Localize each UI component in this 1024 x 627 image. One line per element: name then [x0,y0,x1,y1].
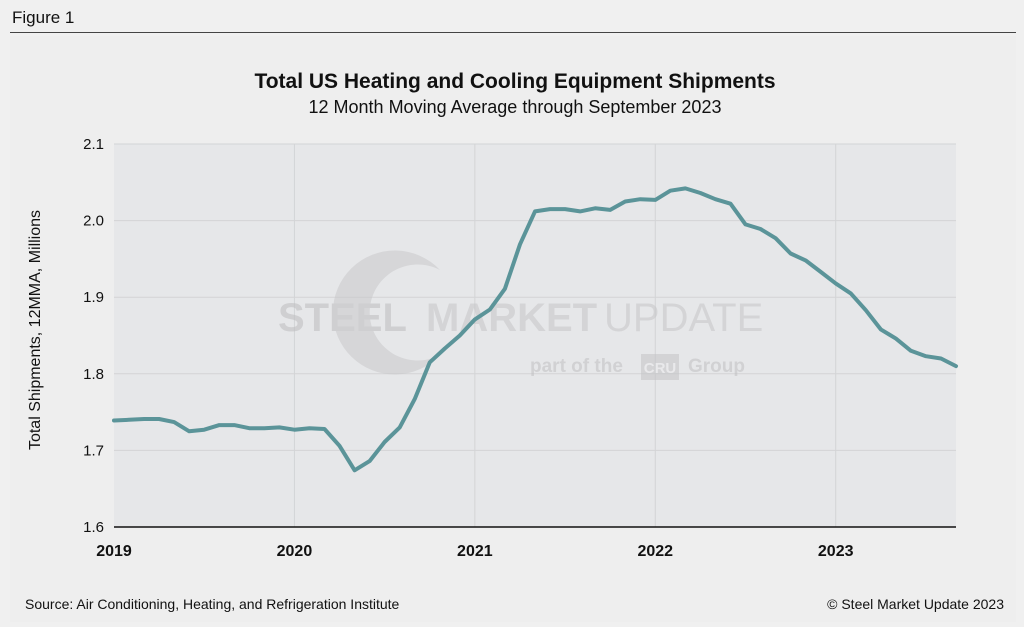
data-point [924,355,928,358]
data-point [413,397,416,401]
data-point [714,198,717,201]
data-point [954,364,958,368]
data-point [308,427,311,430]
data-point [744,223,747,226]
data-point [518,243,522,246]
data-point [789,252,792,255]
watermark: STEEL MARKET UPDATE part of the CRU Grou… [278,250,763,380]
data-point [819,270,822,274]
watermark-brand-3: UPDATE [604,296,763,340]
data-point [894,337,898,340]
data-points [112,187,958,472]
y-tick-label: 2.0 [83,213,104,230]
data-point [804,259,807,262]
chart-title: Total US Heating and Cooling Equipment S… [254,70,775,93]
watermark-cru-text: CRU [644,360,677,377]
data-point [157,417,161,421]
data-point [112,419,116,422]
data-point [458,334,461,337]
chart-subtitle: 12 Month Moving Average through Septembe… [309,97,722,117]
data-point [684,187,687,190]
figure-divider [10,32,1016,33]
data-point [593,207,597,210]
data-point [533,210,537,213]
data-point [654,198,657,202]
figure-label: Figure 1 [12,8,75,27]
data-point [563,207,567,211]
data-point [172,420,176,424]
data-point [443,347,446,350]
x-tick-label: 2020 [277,543,313,560]
data-point [203,428,206,431]
y-tick-labels: 1.6 1.7 1.8 1.9 2.0 2.1 [83,136,104,536]
y-tick-label: 2.1 [83,136,104,153]
data-point [699,191,702,195]
x-tick-labels: 2019 2020 2021 2022 2023 [96,543,853,560]
data-point [729,202,732,205]
data-point [624,200,627,203]
data-point [383,440,386,444]
source-note: Source: Air Conditioning, Heating, and R… [25,596,400,612]
x-tick-label: 2019 [96,543,132,560]
data-point [248,427,251,430]
data-point [939,357,943,360]
data-point [669,189,672,192]
copyright-note: © Steel Market Update 2023 [827,596,1004,612]
y-tick-label: 1.9 [83,289,104,306]
data-point [503,287,507,290]
watermark-brand-2: MARKET [426,296,597,340]
data-point [473,318,477,321]
data-point [293,428,296,431]
watermark-tagline-post: Group [688,356,745,377]
x-tick-label: 2023 [818,543,854,560]
data-point [864,309,867,312]
y-gridlines [114,143,956,451]
watermark-swoosh-logo [332,250,440,375]
data-point [639,198,642,201]
data-point [127,418,131,421]
watermark-cru-logo [641,354,679,380]
data-point [368,459,371,463]
data-point [278,426,281,429]
y-tick-label: 1.6 [83,519,104,536]
data-point [398,426,401,429]
x-tick-label: 2021 [457,543,493,560]
data-point [759,227,762,231]
data-point [834,282,837,285]
data-point [578,210,582,213]
data-point [323,427,326,431]
data-point [263,427,266,430]
watermark-brand: STEEL [278,296,407,340]
y-tick-label: 1.7 [83,442,104,459]
data-point [428,361,431,364]
data-point [188,430,191,433]
data-point [849,292,852,295]
data-point [338,444,341,447]
data-point [909,349,913,352]
plot-area [114,144,956,527]
data-point [488,308,492,311]
watermark-tagline-pre: part of the [530,356,623,377]
data-point [142,417,146,421]
data-point [353,469,356,472]
data-point [609,208,612,212]
x-gridlines [293,144,837,527]
data-point [548,207,552,211]
x-tick-label: 2022 [637,543,673,560]
data-point [218,423,221,427]
data-point [879,328,882,331]
data-point [774,237,777,240]
y-axis-label: Total Shipments, 12MMA, Millions [27,210,44,450]
y-tick-label: 1.8 [83,366,104,383]
data-point [233,423,236,427]
